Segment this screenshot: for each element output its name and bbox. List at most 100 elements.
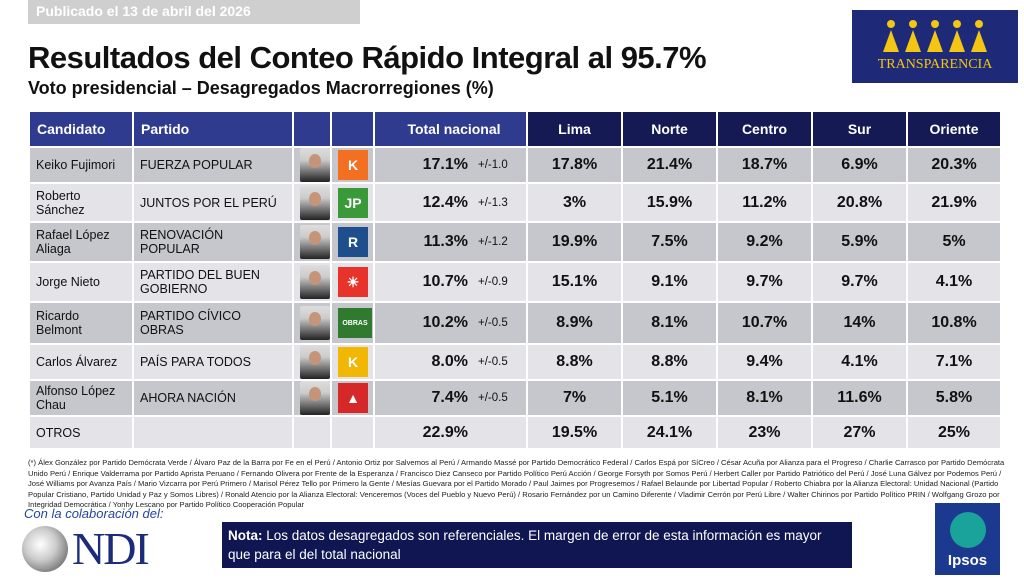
norte-value: 8.1%: [621, 301, 718, 345]
table-row: Carlos Álvarez PAÍS PARA TODOS K 8.0% +/-…: [28, 343, 1002, 381]
table-row: Rafael López Aliaga RENOVACIÓN POPULAR R…: [28, 221, 1002, 263]
oriente-value: 20.3%: [906, 146, 1002, 184]
candidate-photo: [300, 381, 330, 415]
header-oriente: Oriente: [906, 110, 1002, 148]
margin-of-error: +/-1.2: [478, 236, 508, 248]
party-name: RENOVACIÓN POPULAR: [132, 221, 294, 263]
margin-of-error: +/-0.9: [478, 276, 508, 288]
total-value: 10.2%: [422, 314, 468, 331]
centro-value: 23%: [716, 415, 813, 450]
oriente-value: 10.8%: [906, 301, 1002, 345]
lima-value: 17.8%: [526, 146, 623, 184]
total-value: 12.4%: [422, 193, 468, 211]
norte-value: 7.5%: [621, 221, 718, 263]
collaboration-label: Con la colaboración del:: [24, 506, 164, 521]
centro-value: 10.7%: [716, 301, 813, 345]
candidate-name: Ricardo Belmont: [28, 301, 134, 345]
margin-of-error: +/-1.0: [478, 159, 508, 171]
oriente-value: 5%: [906, 221, 1002, 263]
norte-value: 21.4%: [621, 146, 718, 184]
oriente-value: 4.1%: [906, 261, 1002, 303]
candidate-name: Keiko Fujimori: [28, 146, 134, 184]
candidate-name: OTROS: [28, 415, 134, 450]
party-logo: JP: [338, 187, 368, 218]
candidate-name: Rafael López Aliaga: [28, 221, 134, 263]
party-logo: K: [338, 347, 368, 377]
header-candidato: Candidato: [28, 110, 134, 148]
lima-value: 8.8%: [526, 343, 623, 381]
margin-of-error: +/-0.5: [478, 317, 508, 329]
party-logo: ☀: [338, 267, 368, 297]
oriente-value: 21.9%: [906, 182, 1002, 223]
note-box: Nota: Los datos desagregados son referen…: [222, 522, 852, 568]
globe-icon: [22, 525, 68, 572]
party-logo: ▲: [338, 383, 368, 413]
oriente-value: 5.8%: [906, 379, 1002, 417]
header-norte: Norte: [621, 110, 718, 148]
table-row: Ricardo Belmont PARTIDO CÍVICO OBRAS OBR…: [28, 301, 1002, 345]
transparencia-logo: TRANSPARENCIA: [852, 10, 1018, 83]
sur-value: 4.1%: [811, 343, 908, 381]
candidate-photo: [300, 225, 330, 259]
footnote: (*) Álex González por Partido Demócrata …: [28, 458, 1005, 509]
ipsos-logo: Ipsos: [935, 503, 1000, 575]
lima-value: 19.5%: [526, 415, 623, 450]
party-name: PARTIDO DEL BUEN GOBIERNO: [132, 261, 294, 303]
margin-of-error: +/-0.5: [478, 356, 508, 368]
candidate-name: Jorge Nieto: [28, 261, 134, 303]
lima-value: 3%: [526, 182, 623, 223]
published-date: Publicado el 13 de abril del 2026: [28, 0, 360, 24]
norte-value: 8.8%: [621, 343, 718, 381]
header-partido: Partido: [132, 110, 294, 148]
norte-value: 5.1%: [621, 379, 718, 417]
candidate-photo: [300, 345, 330, 379]
sur-value: 9.7%: [811, 261, 908, 303]
party-name: FUERZA POPULAR: [132, 146, 294, 184]
norte-value: 9.1%: [621, 261, 718, 303]
candidate-photo: [300, 306, 330, 340]
centro-value: 18.7%: [716, 146, 813, 184]
sur-value: 11.6%: [811, 379, 908, 417]
lima-value: 19.9%: [526, 221, 623, 263]
page-subtitle: Voto presidencial – Desagregados Macrorr…: [28, 78, 494, 98]
lima-value: 7%: [526, 379, 623, 417]
sur-value: 20.8%: [811, 182, 908, 223]
total-value: 8.0%: [431, 353, 468, 370]
candidate-name: Carlos Álvarez: [28, 343, 134, 381]
sur-value: 6.9%: [811, 146, 908, 184]
header-sur: Sur: [811, 110, 908, 148]
table-row: Jorge Nieto PARTIDO DEL BUEN GOBIERNO ☀ …: [28, 261, 1002, 303]
sur-value: 14%: [811, 301, 908, 345]
centro-value: 11.2%: [716, 182, 813, 223]
norte-value: 15.9%: [621, 182, 718, 223]
page-title: Resultados del Conteo Rápido Integral al…: [28, 40, 707, 75]
total-value: 22.9%: [422, 423, 468, 441]
candidate-photo: [300, 185, 330, 220]
ndi-logo: NDI: [22, 522, 150, 575]
norte-value: 24.1%: [621, 415, 718, 450]
results-table: Candidato Partido Total nacional Lima No…: [28, 110, 1002, 450]
margin-of-error: +/-1.3: [478, 196, 508, 209]
centro-value: 9.4%: [716, 343, 813, 381]
sur-value: 5.9%: [811, 221, 908, 263]
total-value: 10.7%: [422, 273, 468, 290]
total-value: 11.3%: [423, 233, 468, 250]
table-row: Alfonso López Chau AHORA NACIÓN ▲ 7.4% +/…: [28, 379, 1002, 417]
header-total: Total nacional: [373, 110, 528, 148]
oriente-value: 7.1%: [906, 343, 1002, 381]
candidate-photo: [300, 148, 330, 182]
party-name: AHORA NACIÓN: [132, 379, 294, 417]
party-logo: K: [338, 150, 368, 180]
party-logo: OBRAS: [338, 308, 372, 338]
table-row: Roberto Sánchez JUNTOS POR EL PERÚ JP 12…: [28, 182, 1002, 223]
party-logo: R: [338, 227, 368, 257]
lima-value: 8.9%: [526, 301, 623, 345]
total-value: 17.1%: [422, 156, 468, 173]
party-name: PARTIDO CÍVICO OBRAS: [132, 301, 294, 345]
centro-value: 9.7%: [716, 261, 813, 303]
header-centro: Centro: [716, 110, 813, 148]
margin-of-error: +/-0.5: [478, 392, 508, 404]
candidate-photo: [300, 265, 330, 299]
lima-value: 15.1%: [526, 261, 623, 303]
party-name: PAÍS PARA TODOS: [132, 343, 294, 381]
